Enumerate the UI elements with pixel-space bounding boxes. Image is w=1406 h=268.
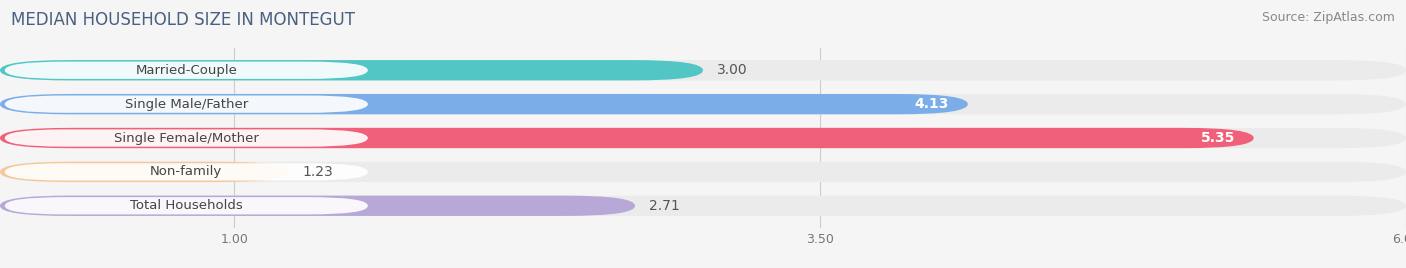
Text: 1.23: 1.23	[302, 165, 333, 179]
Text: 5.35: 5.35	[1201, 131, 1234, 145]
Text: 4.13: 4.13	[915, 97, 949, 111]
Text: 3.00: 3.00	[717, 63, 748, 77]
FancyBboxPatch shape	[0, 162, 288, 182]
FancyBboxPatch shape	[4, 197, 368, 214]
Text: 2.71: 2.71	[650, 199, 681, 213]
FancyBboxPatch shape	[4, 163, 368, 181]
FancyBboxPatch shape	[0, 94, 1406, 114]
FancyBboxPatch shape	[0, 60, 1406, 80]
FancyBboxPatch shape	[0, 60, 703, 80]
Text: Married-Couple: Married-Couple	[135, 64, 238, 77]
FancyBboxPatch shape	[0, 196, 636, 216]
FancyBboxPatch shape	[0, 94, 967, 114]
Text: Source: ZipAtlas.com: Source: ZipAtlas.com	[1261, 11, 1395, 24]
FancyBboxPatch shape	[0, 196, 1406, 216]
Text: Non-family: Non-family	[150, 165, 222, 178]
FancyBboxPatch shape	[4, 62, 368, 79]
FancyBboxPatch shape	[0, 128, 1406, 148]
Text: Total Households: Total Households	[129, 199, 243, 212]
FancyBboxPatch shape	[0, 128, 1254, 148]
FancyBboxPatch shape	[0, 162, 1406, 182]
Text: Single Male/Father: Single Male/Father	[125, 98, 247, 111]
Text: MEDIAN HOUSEHOLD SIZE IN MONTEGUT: MEDIAN HOUSEHOLD SIZE IN MONTEGUT	[11, 11, 356, 29]
FancyBboxPatch shape	[4, 129, 368, 147]
FancyBboxPatch shape	[4, 95, 368, 113]
Text: Single Female/Mother: Single Female/Mother	[114, 132, 259, 144]
